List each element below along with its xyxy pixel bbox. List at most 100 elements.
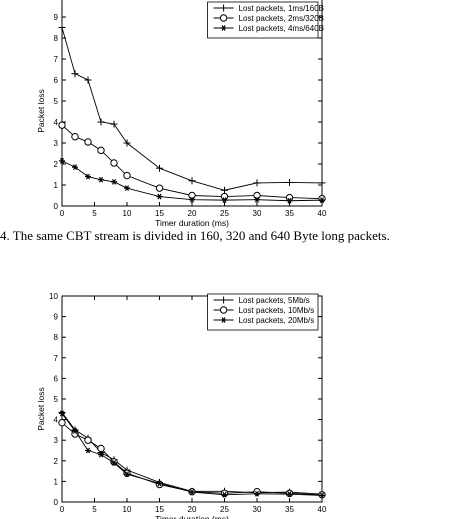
x-tick-label: 25 (220, 505, 229, 514)
chart-1: 0 5 10 15 20 25 30 35 40 0 1 2 3 4 5 6 7 8 9 Timer duration… (36, 0, 327, 228)
y-tick-label: 7 (54, 354, 59, 363)
data-point (84, 138, 92, 146)
data-point (110, 120, 118, 128)
data-point (97, 118, 105, 126)
legend-marker (220, 296, 228, 304)
data-point (58, 24, 66, 31)
y-tick-label: 0 (54, 498, 59, 507)
data-point (188, 177, 196, 185)
data-point (155, 184, 164, 192)
x-tick-label: 10 (123, 505, 132, 514)
legend-marker (220, 25, 227, 31)
data-point (98, 176, 104, 183)
y-tick-label: 10 (49, 292, 58, 301)
data-point (253, 179, 261, 187)
data-point (123, 139, 131, 147)
data-point (71, 70, 79, 78)
x-tick-label: 5 (92, 505, 97, 514)
x-axis-label: Timer duration (ms) (155, 514, 229, 519)
data-point (59, 410, 65, 417)
series-line (61, 27, 323, 191)
x-tick-label: 5 (92, 209, 97, 218)
x-axis-label: Timer duration (ms) (155, 218, 229, 228)
legend-label: Lost packets, 10Mb/s (239, 306, 315, 315)
legend-item: Lost packets, 1ms/160B (213, 4, 324, 13)
series-2 (58, 121, 326, 203)
legend-marker (220, 4, 228, 12)
data-point (123, 171, 131, 180)
data-point (85, 173, 91, 180)
data-point (98, 451, 104, 458)
y-tick-label: 4 (54, 118, 59, 127)
legend-item: Lost packets, 4ms/640B (213, 24, 324, 33)
legend-label: Lost packets, 1ms/160B (239, 4, 324, 13)
data-point (286, 491, 293, 498)
y-tick-label: 8 (54, 333, 59, 342)
data-point (85, 447, 91, 454)
x-tick-label: 0 (60, 209, 65, 218)
x-tick-label: 15 (155, 505, 164, 514)
y-tick-label: 6 (54, 76, 59, 85)
legend-label: Lost packets, 4ms/640B (239, 24, 324, 33)
data-point (84, 436, 92, 444)
data-point (111, 178, 117, 185)
x-tick-label: 30 (253, 209, 262, 218)
data-point (124, 471, 130, 478)
y-tick-label: 1 (54, 181, 59, 190)
series-line (61, 413, 323, 496)
series-1 (58, 24, 326, 194)
legend-label: Lost packets, 5Mb/s (239, 296, 310, 305)
y-tick-label: 0 (54, 202, 59, 211)
x-tick-label: 40 (318, 505, 327, 514)
x-tick-label: 10 (123, 209, 132, 218)
y-tick-label: 9 (54, 13, 59, 22)
legend-item: Lost packets, 20Mb/s (213, 316, 315, 325)
legend-item: Lost packets, 5Mb/s (213, 296, 310, 305)
series-3 (59, 157, 325, 204)
y-tick-label: 9 (54, 313, 59, 322)
data-point (254, 490, 260, 497)
x-tick-label: 0 (60, 505, 65, 514)
y-tick-label: 7 (54, 55, 59, 64)
data-point (156, 480, 163, 487)
data-point (58, 121, 66, 129)
data-point (188, 191, 196, 200)
y-tick-label: 3 (54, 436, 59, 445)
legend-label: Lost packets, 20Mb/s (239, 316, 315, 325)
data-point (97, 146, 105, 155)
y-axis-label: Packet loss (36, 387, 46, 430)
x-tick-label: 25 (220, 209, 229, 218)
x-tick-label: 20 (188, 209, 197, 218)
data-point (110, 159, 118, 167)
y-tick-label: 4 (54, 416, 59, 425)
data-point (221, 491, 228, 498)
x-tick-label: 15 (155, 209, 164, 218)
series-line (61, 160, 323, 202)
data-point (254, 196, 260, 203)
data-point (318, 179, 326, 187)
x-tick-label: 40 (318, 209, 327, 218)
series-2 (58, 418, 326, 499)
data-point (189, 196, 195, 203)
data-point (97, 444, 105, 453)
data-point (189, 489, 195, 496)
data-point (253, 191, 261, 200)
data-point (72, 164, 78, 171)
data-point (124, 185, 130, 192)
data-point (319, 492, 325, 499)
y-tick-label: 3 (54, 139, 59, 148)
data-point (156, 164, 163, 172)
series-line (61, 422, 323, 496)
x-tick-label: 35 (285, 209, 294, 218)
y-tick-label: 8 (54, 34, 59, 43)
legend-item: Lost packets, 10Mb/s (213, 306, 315, 315)
y-tick-label: 5 (54, 395, 59, 404)
data-point (71, 133, 79, 141)
legend-marker (219, 306, 228, 314)
chart-2: 0 5 10 15 20 25 30 35 40 0 1 2 3 4 5 6 7 8 9 10 Timer durati… (36, 292, 327, 519)
data-point (59, 157, 65, 164)
data-point (221, 186, 228, 194)
